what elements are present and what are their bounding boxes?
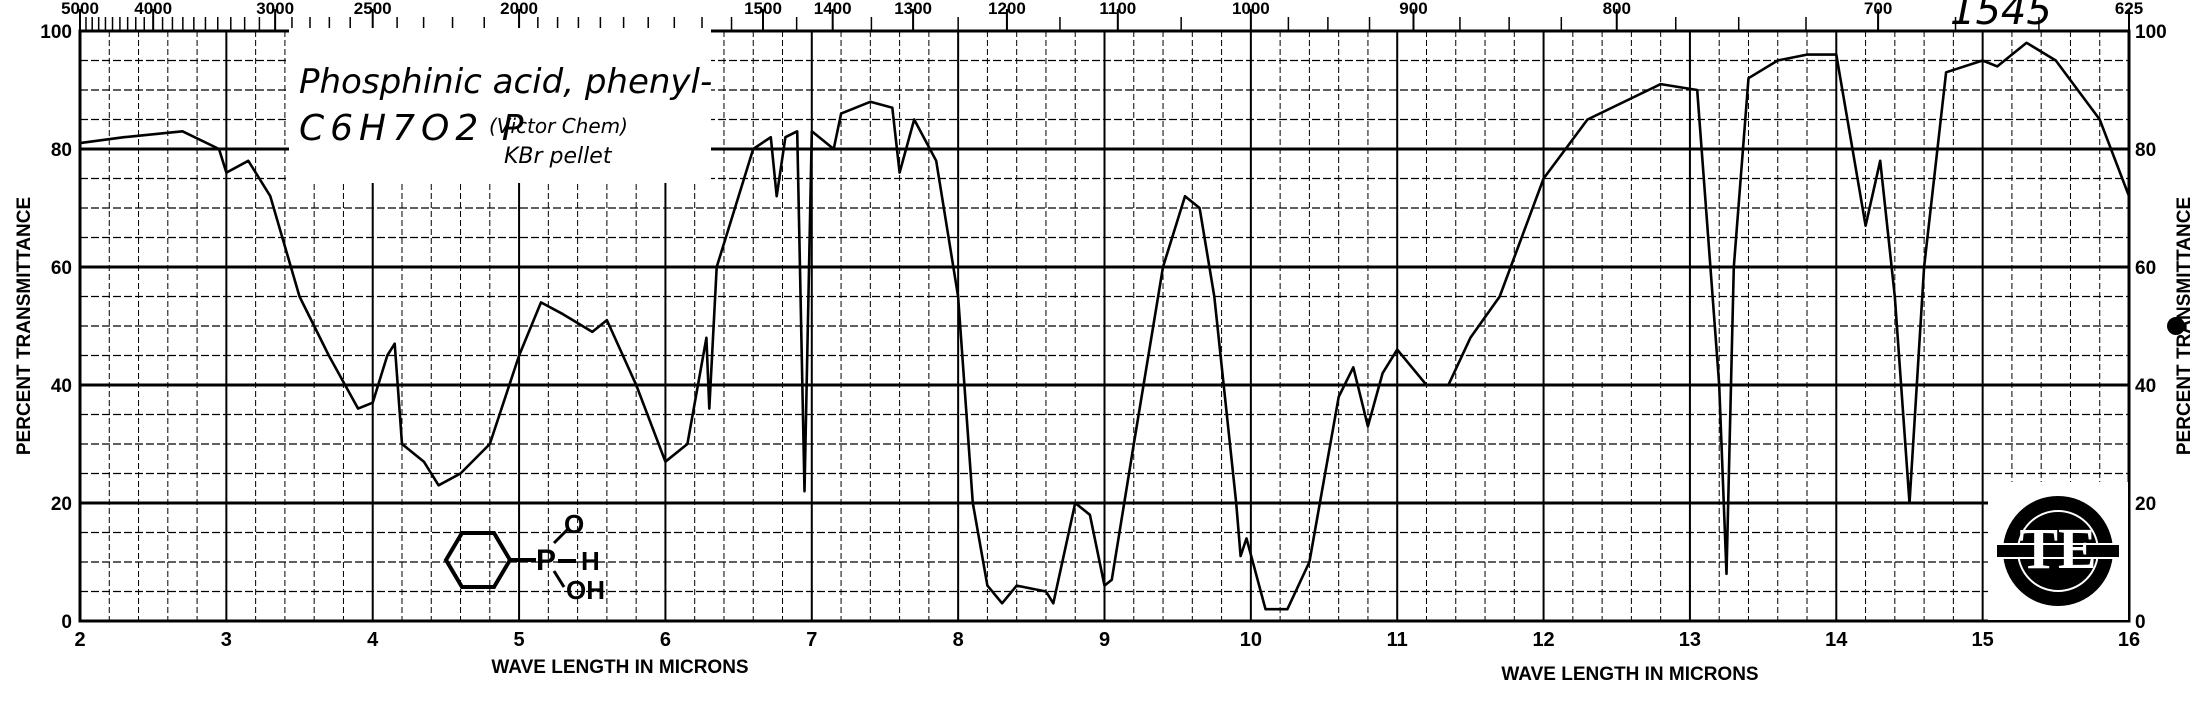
x-tick-label: 12 (1532, 629, 1554, 651)
x-tick-label: 7 (806, 629, 817, 651)
y-tick-label-left: 100 (40, 22, 72, 43)
x-tick-label: 3 (221, 629, 232, 651)
top-tick-label: 800 (1603, 0, 1631, 18)
top-tick-label: 1300 (894, 0, 932, 18)
grid (78, 29, 2131, 623)
sample-label-box: Phosphinic acid, phenyl- C6H7O2 P (Victo… (289, 28, 713, 183)
y-axis: 0 0 20 20 40 40 60 60 80 80 100 100 (40, 22, 2166, 633)
top-tick-label: 4000 (134, 0, 172, 18)
handwritten-number: 1545 (1950, 0, 2052, 34)
x-tick-label: 14 (1825, 629, 1848, 651)
x-tick-label: 6 (660, 629, 671, 651)
y-tick-label-right: 100 (2135, 22, 2167, 43)
sample-prep: KBr pellet (504, 144, 612, 169)
reference-dot (2167, 317, 2185, 335)
tennessee-eastman-logo: TE (1988, 482, 2128, 620)
y-tick-label-left: 20 (51, 494, 72, 515)
y-tick-label-right: 80 (2135, 140, 2156, 161)
top-tick-label: 1000 (1232, 0, 1270, 18)
x-tick-label: 15 (1972, 629, 1994, 651)
y-axis-label-left: PERCENT TRANSMITTANCE (14, 197, 35, 455)
x-axis-label-left: WAVE LENGTH IN MICRONS (491, 657, 748, 678)
top-tick-label: 900 (1399, 0, 1427, 18)
top-tick-label: 3000 (256, 0, 294, 18)
y-tick-label-right: 60 (2135, 258, 2156, 279)
top-tick-label: 1200 (988, 0, 1026, 18)
top-tick-label: 2000 (500, 0, 538, 18)
source: (Victor Chem) (489, 114, 628, 138)
x-tick-label: 16 (2118, 629, 2140, 651)
atom-p: P (536, 544, 556, 577)
formula: C6H7O2 P (299, 108, 530, 149)
spectrum-trace (79, 41, 2131, 611)
x-axis: 2 3 4 5 6 7 8 9 10 11 12 13 14 15 16 (74, 629, 2140, 651)
top-tick-label: 700 (1864, 0, 1892, 18)
x-tick-label: 4 (367, 629, 379, 651)
x-tick-label: 11 (1387, 629, 1408, 651)
x-tick-label: 13 (1679, 629, 1701, 651)
svg-text:TE: TE (2019, 516, 2096, 581)
y-tick-label-right: 20 (2135, 494, 2156, 515)
y-tick-label-left: 60 (51, 258, 72, 279)
x-tick-label: 2 (74, 629, 85, 651)
y-tick-label-left: 80 (51, 140, 72, 161)
y-tick-label-left: 0 (61, 612, 72, 633)
top-tick-label: 1500 (744, 0, 782, 18)
compound-name: Phosphinic acid, phenyl- (299, 62, 713, 102)
x-tick-label: 9 (1099, 629, 1110, 651)
top-tick-label: 1400 (814, 0, 852, 18)
chemical-structure: P O H OH (443, 509, 605, 600)
top-tick-label: 1100 (1099, 0, 1136, 18)
x-tick-label: 5 (514, 629, 525, 651)
x-axis-label-right: WAVE LENGTH IN MICRONS (1501, 664, 1758, 685)
y-tick-label-right: 40 (2135, 376, 2156, 397)
benzene-ring-icon (443, 531, 513, 589)
top-tick-label: 625 (2115, 0, 2143, 18)
y-tick-label-left: 40 (51, 376, 72, 397)
atom-h: H (581, 546, 600, 576)
group-oh: OH (566, 575, 605, 600)
atom-o: O (564, 509, 584, 539)
top-tick-label: 5000 (61, 0, 99, 18)
top-wavenumber-axis: 5000 4000 3000 2500 2000 1500 1400 1300 1200 1100… (61, 0, 2143, 31)
x-tick-label: 10 (1240, 629, 1262, 651)
top-tick-label: 2500 (354, 0, 392, 18)
x-tick-label: 8 (953, 629, 964, 651)
y-tick-label-right: 0 (2135, 612, 2146, 633)
